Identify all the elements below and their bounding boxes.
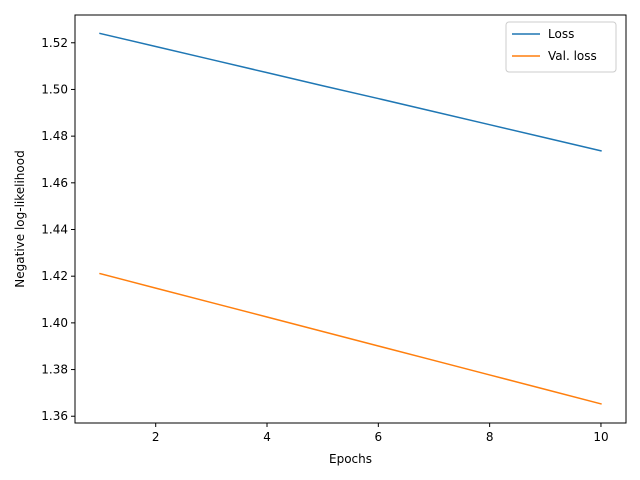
y-tick-label: 1.50 xyxy=(41,82,68,96)
plot-frame xyxy=(74,14,627,424)
y-tick-label: 1.52 xyxy=(41,36,68,50)
plot-content xyxy=(99,32,602,405)
series-line-loss xyxy=(99,32,602,152)
y-tick-label: 1.36 xyxy=(41,409,68,423)
x-tick-label: 8 xyxy=(486,430,494,444)
series-line-val-loss xyxy=(99,272,602,405)
x-axis-label: Epochs xyxy=(329,452,372,466)
y-tick-label: 1.38 xyxy=(41,363,68,377)
x-tick-label: 10 xyxy=(593,430,608,444)
y-axis-label: Negative log-likelihood xyxy=(13,150,27,287)
y-tick-label: 1.42 xyxy=(41,269,68,283)
x-tick-label: 4 xyxy=(263,430,271,444)
legend: Loss Val. loss xyxy=(505,21,617,73)
y-tick-label: 1.46 xyxy=(41,176,68,190)
x-tick-label: 2 xyxy=(152,430,160,444)
x-axis-ticks: 2 4 6 8 10 xyxy=(152,423,609,444)
x-tick-label: 6 xyxy=(375,430,383,444)
legend-label: Loss xyxy=(548,27,574,41)
y-tick-label: 1.48 xyxy=(41,129,68,143)
legend-label: Val. loss xyxy=(548,49,597,63)
y-axis-ticks: 1.36 1.38 1.40 1.42 1.44 1.46 1.48 1.50 1.52 xyxy=(41,36,75,423)
y-tick-label: 1.40 xyxy=(41,316,68,330)
y-tick-label: 1.44 xyxy=(41,223,68,237)
